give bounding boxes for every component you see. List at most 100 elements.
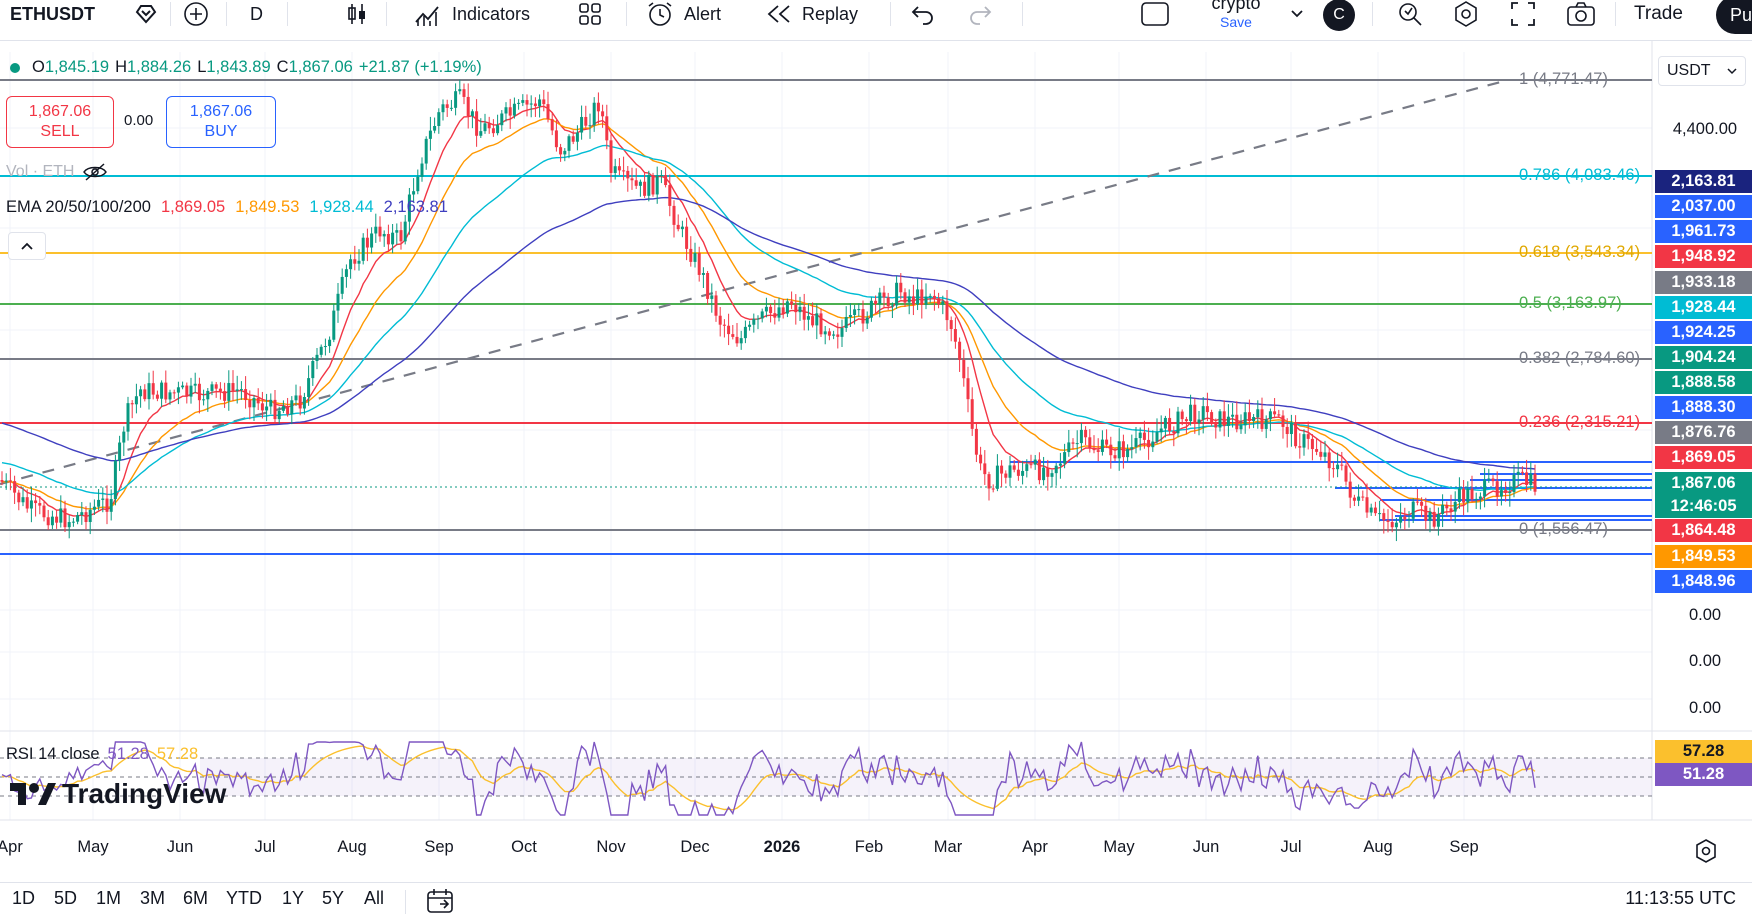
candle-body [878, 292, 882, 305]
indicators-button[interactable]: Indicators [414, 0, 530, 28]
candle-body [500, 113, 504, 126]
settings-gear-icon[interactable] [1452, 0, 1480, 28]
candle-body [1012, 465, 1016, 470]
price-chart-canvas[interactable] [0, 41, 1752, 881]
redo-icon[interactable] [967, 0, 993, 28]
range-button-1d[interactable]: 1D [12, 888, 36, 908]
candle-body [101, 498, 105, 500]
candle-body [790, 301, 794, 305]
candle-body [844, 316, 848, 329]
candle-body [491, 128, 495, 134]
candle-body [441, 104, 445, 113]
ema-legend[interactable]: EMA 20/50/100/200 1,869.05 1,849.53 1,92… [6, 198, 448, 217]
candle-body [458, 89, 462, 92]
price-axis-label: 1,924.25 [1655, 321, 1752, 344]
price-tick: 0.00 [1688, 606, 1722, 624]
candle-body [1449, 508, 1453, 512]
hidden-eye-icon[interactable] [82, 162, 108, 182]
candle-body [1407, 518, 1411, 520]
candle-body [1302, 434, 1306, 448]
range-button-6m[interactable]: 6M [183, 888, 209, 908]
candle-body [512, 103, 516, 116]
candle-body [840, 328, 844, 337]
snapshot-camera-icon[interactable] [1566, 0, 1596, 28]
candle-body [1457, 488, 1461, 502]
candle-body [668, 185, 672, 206]
undo-icon[interactable] [910, 0, 936, 28]
candle-body [227, 383, 231, 401]
candle-body [1067, 442, 1071, 453]
candle-body [945, 301, 949, 321]
fib-level-label: 0.618 (3,543.34) [1519, 243, 1641, 261]
range-button-1y[interactable]: 1Y [282, 888, 305, 908]
candle-body [344, 269, 348, 277]
range-button-all[interactable]: All [364, 888, 385, 908]
tradingview-logo[interactable]: TradingView [10, 778, 226, 810]
candle-body [1420, 501, 1424, 506]
candle-body [1331, 468, 1335, 470]
fib-level-label: 0.236 (2,315.21) [1519, 413, 1641, 431]
ema20-value: 1,869.05 [160, 198, 226, 216]
layout-dropdown-chevron-icon[interactable] [1290, 0, 1304, 28]
replay-button[interactable]: Replay [766, 0, 858, 28]
interval-button[interactable]: D [250, 3, 263, 24]
fib-level-label: 0.382 (2,784.60) [1519, 349, 1641, 367]
compare-symbol-plus-icon[interactable] [183, 0, 209, 28]
currency-selector[interactable]: USDT [1658, 56, 1746, 86]
candle-body [88, 509, 92, 523]
logo-text: TradingView [62, 778, 227, 809]
range-button-5y[interactable]: 5Y [322, 888, 345, 908]
candle-body [815, 313, 819, 326]
candle-body [697, 252, 701, 275]
candle-body [1512, 474, 1516, 493]
publish-button[interactable]: Pu [1716, 0, 1752, 34]
price-axis-label: 1,888.58 [1655, 371, 1752, 394]
goto-date-gear-icon[interactable] [1694, 839, 1718, 868]
toolbar-divider [170, 2, 171, 26]
candle-body [517, 102, 521, 104]
candle-body [596, 102, 600, 112]
rsi-legend[interactable]: RSI 14 close 51.28 57.28 [6, 745, 198, 764]
candles-chart-type-icon[interactable] [344, 0, 370, 28]
alert-button[interactable]: Alert [646, 0, 721, 28]
range-button-5d[interactable]: 5D [54, 888, 78, 908]
range-button-3m[interactable]: 3M [140, 888, 166, 908]
buy-button[interactable]: 1,867.06 BUY [166, 96, 276, 148]
candle-body [374, 226, 378, 234]
candle-body [1516, 471, 1520, 475]
volume-legend[interactable]: Vol · ETH [6, 162, 108, 182]
candle-body [76, 515, 80, 522]
quick-search-icon[interactable] [1396, 0, 1424, 28]
candle-body [823, 331, 827, 335]
templates-grid-icon[interactable] [578, 0, 602, 28]
candle-body [370, 233, 374, 248]
watchlist-diamond-icon[interactable] [135, 0, 157, 28]
range-button-ytd[interactable]: YTD [226, 888, 262, 908]
symbol-search[interactable]: ETHUSDT [10, 3, 95, 24]
candle-body [55, 516, 59, 523]
candle-body [1260, 409, 1264, 429]
candle-body [265, 406, 269, 411]
candle-body [1184, 419, 1188, 422]
candle-body [626, 170, 630, 179]
layout-name-button[interactable]: crypto Save [1196, 0, 1276, 32]
goto-date-calendar-icon[interactable] [426, 888, 454, 919]
fullscreen-icon[interactable] [1510, 0, 1536, 28]
candle-body [680, 226, 684, 230]
candle-body [122, 431, 126, 443]
candle-body [882, 292, 886, 298]
candle-body [932, 295, 936, 299]
trade-button[interactable]: Trade [1634, 3, 1683, 24]
candle-body [584, 116, 588, 126]
fib-level-label: 0 (1,556.47) [1519, 520, 1608, 538]
layout-square-icon[interactable] [1140, 0, 1170, 28]
candle-body [622, 170, 626, 172]
utc-clock[interactable]: 11:13:55 UTC [1625, 888, 1736, 908]
candle-body [1411, 501, 1415, 519]
collapse-legend-button[interactable] [8, 232, 46, 260]
open-value: 1,845.19 [44, 58, 110, 76]
sell-button[interactable]: 1,867.06 SELL [6, 96, 114, 148]
avatar[interactable]: C [1323, 0, 1355, 31]
range-button-1m[interactable]: 1M [96, 888, 122, 908]
candle-body [21, 497, 25, 503]
